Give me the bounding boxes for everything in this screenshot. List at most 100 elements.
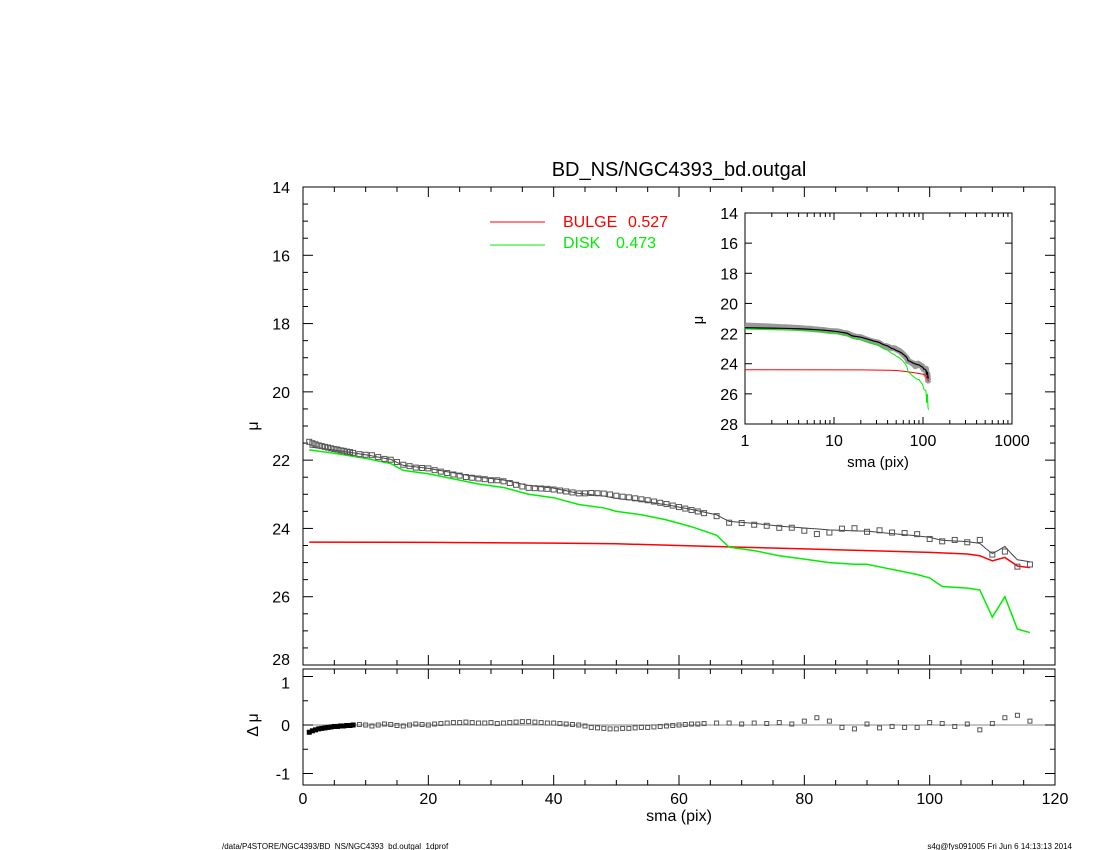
observed-point xyxy=(738,520,745,527)
residual-point xyxy=(714,720,720,726)
observed-point xyxy=(356,451,363,458)
residual-point xyxy=(569,722,575,728)
observed-point xyxy=(976,536,983,543)
residual-point xyxy=(764,721,770,727)
legend-bulge-value: 0.527 xyxy=(628,214,668,231)
residual-point xyxy=(488,720,494,726)
residual-point xyxy=(350,722,356,728)
observed-point xyxy=(381,455,388,462)
observed-point xyxy=(625,494,632,501)
observed-point xyxy=(1001,548,1008,555)
footer-path: /data/P4STORE/NGC4393/BD_NS/NGC4393_bd.o… xyxy=(222,842,449,850)
observed-point xyxy=(951,536,958,543)
legend-bulge-label: BULGE xyxy=(563,214,617,231)
y-tick-label: 20 xyxy=(272,385,290,402)
observed-point xyxy=(315,442,322,449)
inset-x-label: sma (pix) xyxy=(847,454,909,471)
observed-point xyxy=(607,491,614,498)
inset-y-tick-label: 16 xyxy=(720,236,738,253)
observed-point xyxy=(563,488,570,495)
observed-point xyxy=(321,443,328,450)
residual-tick-label: 0 xyxy=(281,718,290,735)
observed-point xyxy=(544,485,551,492)
y-tick-label: 16 xyxy=(272,248,290,265)
observed-point xyxy=(801,527,808,534)
observed-point xyxy=(343,448,350,455)
observed-point xyxy=(713,513,720,520)
observed-point xyxy=(964,539,971,546)
observed-point xyxy=(876,527,883,534)
observed-point xyxy=(751,521,758,528)
residual-point xyxy=(519,719,525,725)
residual-point xyxy=(475,720,481,726)
observed-point xyxy=(375,454,382,461)
observed-point xyxy=(425,465,432,472)
residual-point xyxy=(526,719,532,725)
observed-point xyxy=(519,483,526,490)
y-tick-label: 18 xyxy=(272,317,290,334)
inset-y-tick-label: 14 xyxy=(720,206,738,223)
inset-y-tick-label: 26 xyxy=(720,387,738,404)
observed-point xyxy=(431,467,438,474)
inset-x-tick-label: 100 xyxy=(910,433,937,450)
residual-point xyxy=(381,721,387,727)
inset-y-tick-label: 18 xyxy=(720,266,738,283)
residual-point xyxy=(457,720,463,726)
residual-point xyxy=(551,720,557,726)
inset-plot: 14 16 18 20 22 24 26 281 10 100 1000 xyxy=(720,206,1030,450)
residual-point xyxy=(507,720,513,726)
residual-point xyxy=(626,725,632,731)
legend: BULGE 0.527 DISK 0.473 xyxy=(490,214,668,252)
observed-point xyxy=(1026,561,1033,568)
residual-point xyxy=(751,720,757,726)
observed-point xyxy=(594,490,601,497)
residual-point xyxy=(632,725,638,731)
observed-point xyxy=(838,525,845,532)
residual-point xyxy=(438,721,444,727)
observed-point xyxy=(939,538,946,545)
inset-frame xyxy=(744,212,1013,425)
observed-point xyxy=(450,471,457,478)
residual-point xyxy=(801,718,807,724)
observed-point xyxy=(340,447,347,454)
residual-point xyxy=(607,726,613,732)
x-tick-label: 60 xyxy=(670,791,688,808)
observed-point xyxy=(1014,563,1021,570)
residual-point xyxy=(939,721,945,727)
residual-point xyxy=(444,720,450,726)
y-tick-label: 24 xyxy=(272,521,290,538)
observed-point xyxy=(600,490,607,497)
observed-point xyxy=(864,528,870,535)
observed-point xyxy=(525,484,532,491)
x-tick-label: 120 xyxy=(1042,791,1069,808)
residual-point xyxy=(588,724,594,730)
legend-disk-label: DISK xyxy=(563,235,601,252)
observed-point xyxy=(638,496,645,503)
inset-y-tick-label: 20 xyxy=(720,296,738,313)
residual-tick-label: 1 xyxy=(281,676,290,693)
residual-point xyxy=(400,723,406,729)
residual-point xyxy=(651,724,657,730)
observed-point xyxy=(444,470,451,477)
residual-point xyxy=(914,724,920,730)
inset-y-label: μ xyxy=(690,316,707,325)
observed-point xyxy=(901,530,908,537)
residual-point xyxy=(563,721,569,727)
residual-point xyxy=(501,720,507,726)
residual-plot: 1 0 -1 0 20 40 60 80 100 120 xyxy=(276,668,1069,808)
observed-point xyxy=(325,444,332,451)
residual-point xyxy=(463,719,469,725)
residual-point xyxy=(977,727,983,733)
observed-point xyxy=(456,472,463,479)
observed-point xyxy=(328,445,335,452)
observed-point xyxy=(914,531,921,538)
residual-point xyxy=(739,721,745,727)
residual-point xyxy=(369,723,375,729)
observed-point xyxy=(650,498,657,505)
residual-y-label: Δ μ xyxy=(245,713,262,736)
observed-point xyxy=(701,510,708,517)
residual-point xyxy=(532,719,538,725)
observed-point xyxy=(644,497,651,504)
observed-point xyxy=(318,443,325,450)
